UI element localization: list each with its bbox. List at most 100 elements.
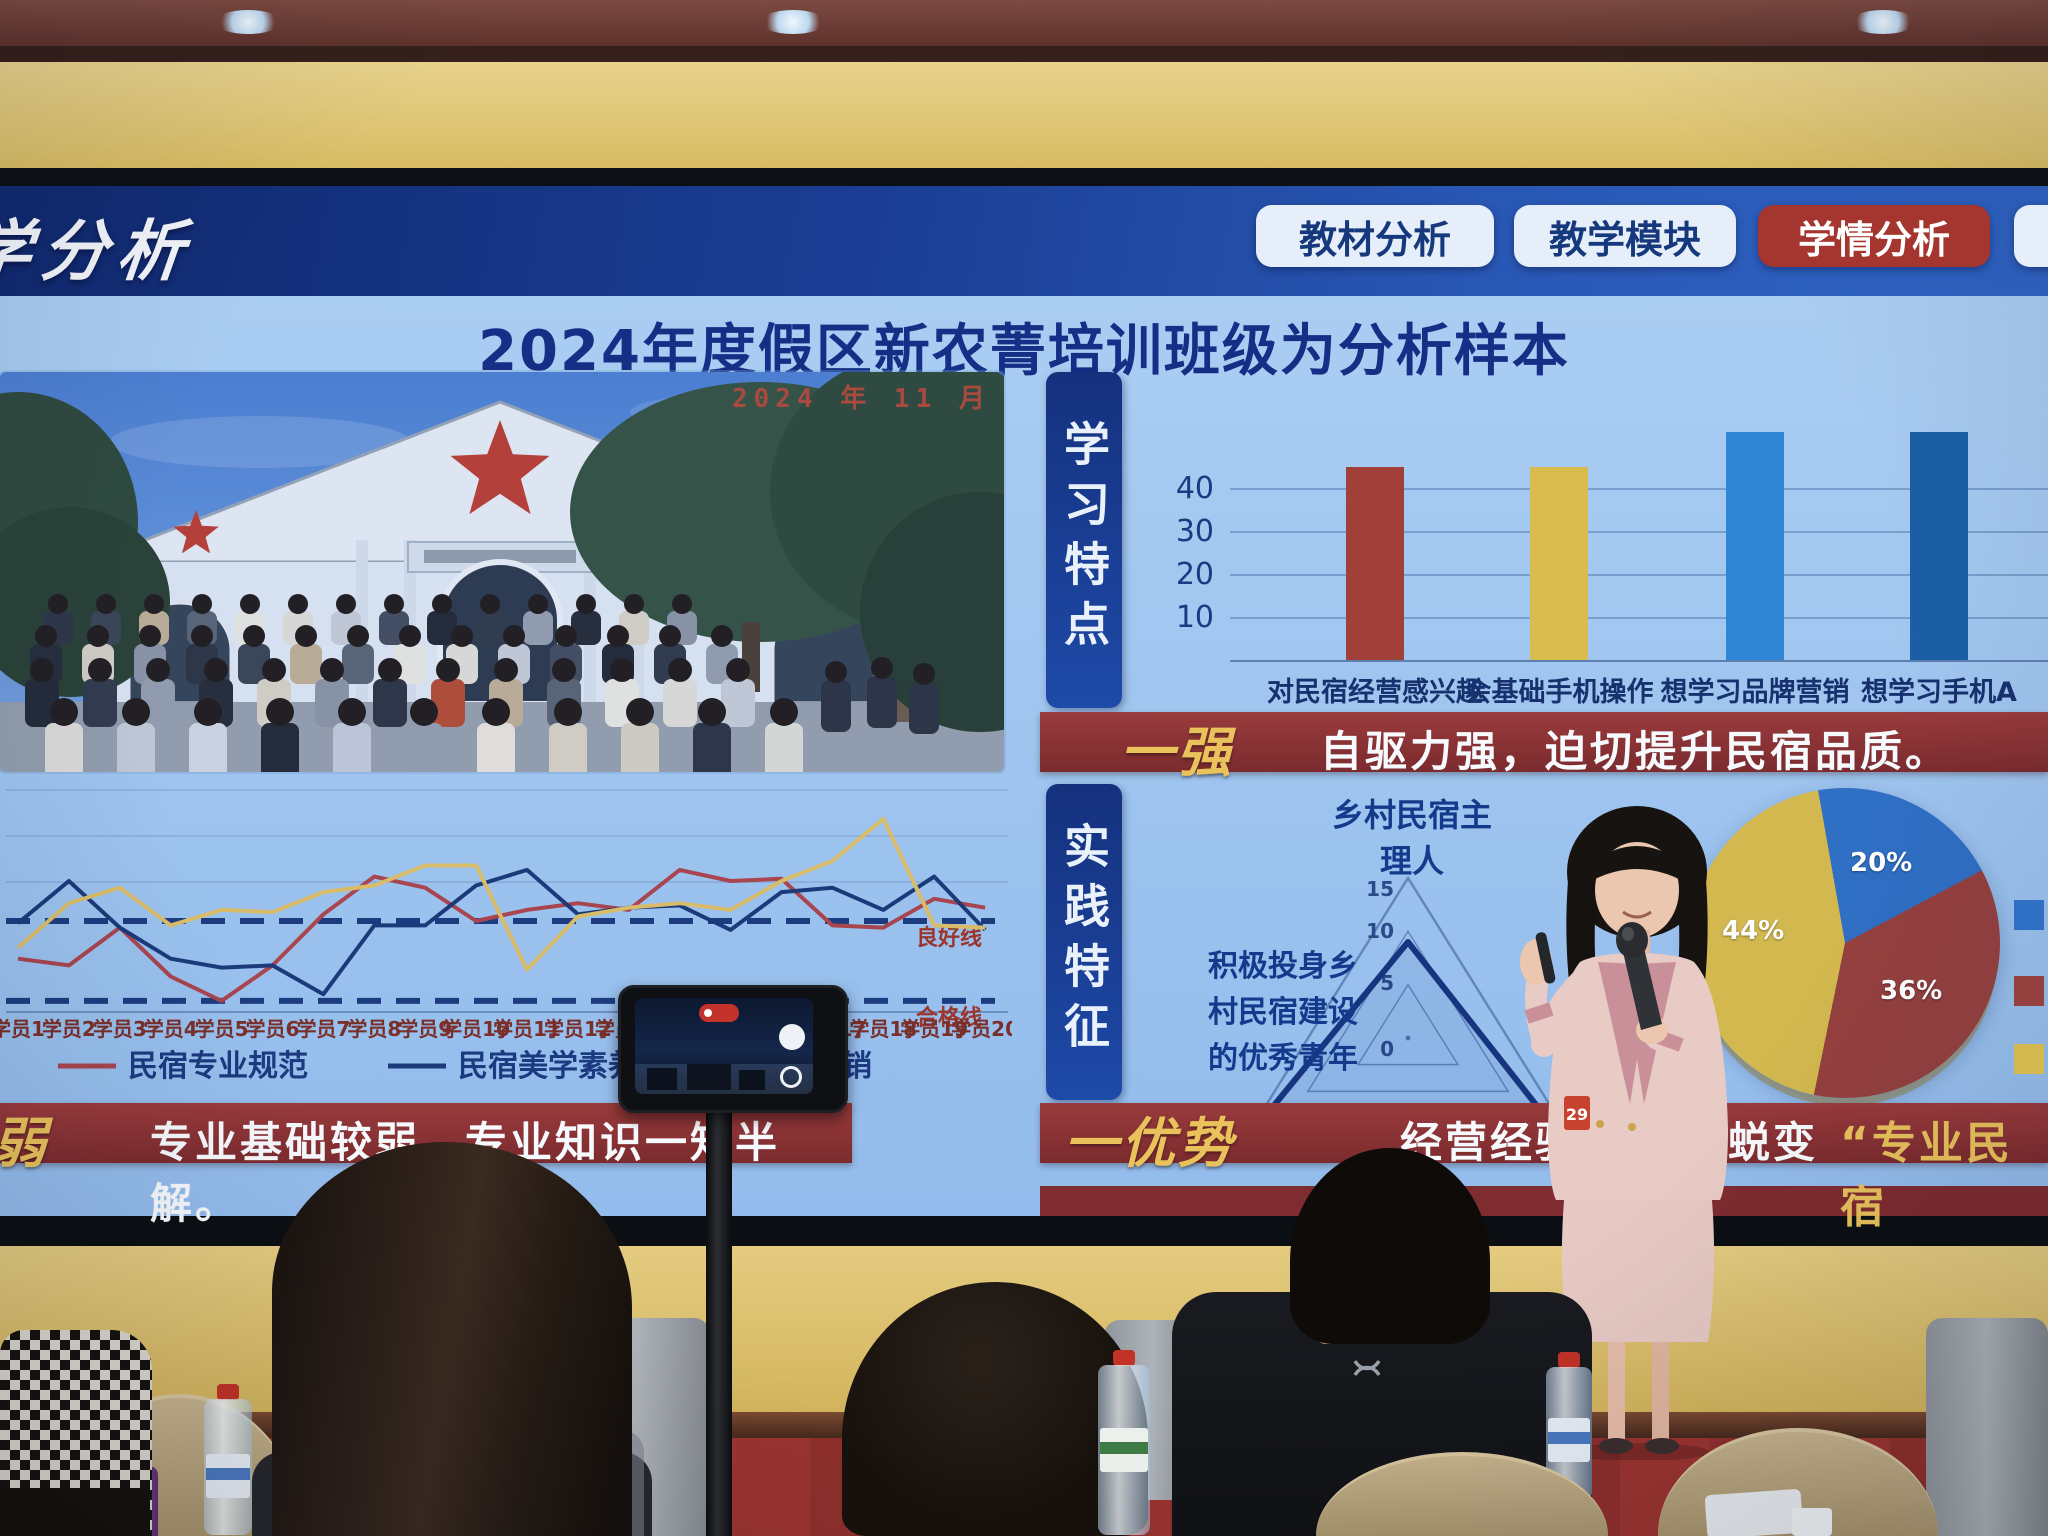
line-x-label: 学员20 [951, 1017, 1012, 1041]
radar-axis-top-line1: 乡村民宿主 [1331, 796, 1492, 834]
presenter-blazer [1548, 953, 1728, 1200]
line-x-label: 学员19 [900, 1017, 968, 1041]
banner-weak-tag: 弱 [0, 1099, 49, 1178]
gray-chair [1926, 1318, 2048, 1536]
presenter-badge-number: 29 [1566, 1105, 1588, 1124]
bar-gridline [1230, 574, 2048, 576]
building-plaque [424, 550, 576, 563]
pie-legend-square [2014, 1044, 2044, 1074]
ceiling-light [215, 10, 281, 34]
line-x-label: 学员7 [296, 1017, 350, 1041]
reference-line-label: 良好线 [916, 925, 982, 951]
presenter-bangs [1593, 846, 1681, 880]
bar-gridline [1230, 531, 2048, 533]
radar-left-line2: 村民宿建设 [1208, 995, 1358, 1030]
presenter-microphone [1623, 948, 1662, 1030]
line-legend-label: 民宿美学素养 [458, 1049, 638, 1084]
ua-logo [1353, 1359, 1381, 1377]
side-label-study: 学习特点 [1046, 372, 1122, 708]
radar-ring-tick: 0 [1380, 1037, 1394, 1061]
line-x-label: 学员6 [246, 1017, 300, 1041]
photo-date-stamp: 2024 年 11 月 [732, 384, 991, 414]
banner-strong: 一强 自驱力强，迫切提升民宿品质。 [1040, 712, 2048, 784]
pie-chart: 20% 36% 44% [1690, 788, 2000, 1098]
tripod-pole [706, 1095, 732, 1536]
name-card [1704, 1488, 1804, 1536]
banner-advantage: 一优势 经营经验 蜕变 “专业民宿 [1040, 1103, 2048, 1233]
banner-strong-text: 自驱力强，迫切提升民宿品质。 [1320, 727, 1951, 776]
line-x-label: 学员18 [849, 1017, 917, 1041]
water-bottle [1098, 1350, 1150, 1536]
record-button [779, 1024, 805, 1050]
pie-slice-label: 36% [1880, 976, 1943, 1006]
ceiling [0, 0, 2048, 46]
screen-bezel-top [0, 168, 2048, 186]
bar-会基础手机操作 [1530, 466, 1588, 660]
ceiling-trim [0, 46, 2048, 62]
slide-footer-strip [1040, 1186, 2048, 1216]
slide-header-band [0, 186, 2048, 296]
radar-axis-top-line2: 理人 [1379, 842, 1444, 880]
line-x-label: 学员3 [93, 1017, 147, 1041]
line-legend-label: 民宿专业规范 [128, 1049, 308, 1084]
slide-tab-学情分析: 学情分析 [1758, 205, 1990, 267]
audience-head-back [842, 1282, 1148, 1536]
bar-ytick: 40 [1175, 471, 1214, 506]
paper-cup [1792, 1508, 1832, 1536]
bar-ytick: 10 [1175, 600, 1214, 635]
bar-chart: 10 20 30 40 对民宿经营感兴趣 会基础手机操作 想学习品牌营销 想学习手机A [1150, 392, 2048, 708]
line-x-label: 学员5 [195, 1017, 249, 1041]
slide-tab-教材分析: 教材分析 [1256, 205, 1494, 267]
pie-slice-label: 20% [1850, 848, 1913, 878]
line-x-label: 学员10 [442, 1017, 510, 1041]
audience-man-head [1290, 1148, 1490, 1344]
bar-想学习手机A [1910, 432, 1968, 660]
slide-tab-partial [2014, 205, 2048, 267]
water-bottle [204, 1384, 252, 1536]
radar-ring-tick: 10 [1366, 919, 1394, 943]
crowd [25, 594, 939, 772]
bar-ytick: 30 [1175, 514, 1214, 549]
radar-axis-left-label: 积极投身乡 村民宿建设 的优秀青年 [1208, 944, 1368, 1082]
bar-想学习品牌营销 [1726, 432, 1784, 660]
recording-phone [618, 985, 848, 1113]
group-photo [0, 372, 1004, 772]
banner-advantage-text-r2: “专业民宿 [1840, 1118, 2013, 1233]
ceiling-light [760, 10, 826, 34]
bar-对民宿经营感兴趣 [1346, 466, 1404, 660]
pie-slice-label: 44% [1722, 916, 1785, 946]
bar-ytick: 20 [1175, 557, 1214, 592]
bar-gridline [1230, 617, 2048, 619]
line-x-label: 学员11 [493, 1017, 561, 1041]
radar-left-line1: 积极投身乡 [1208, 949, 1358, 984]
audience-arm [0, 1488, 150, 1536]
wall-above-screen [0, 62, 2048, 168]
pie-legend-square [2014, 976, 2044, 1006]
radar-ring-tick: 15 [1366, 877, 1394, 901]
bar-gridline [1230, 488, 2048, 490]
bar-category-label: 对民宿经营感兴趣 [1267, 677, 1483, 708]
banner-advantage-text-r1: 蜕变 [1728, 1118, 1819, 1167]
pie-legend-square [2014, 900, 2044, 930]
bar-category-label: 会基础手机操作 [1464, 677, 1654, 708]
radar-left-line3: 的优秀青年 [1208, 1041, 1358, 1076]
line-x-label: 学员2 [42, 1017, 96, 1041]
line-x-label: 学员12 [544, 1017, 612, 1041]
line-x-label: 学员9 [398, 1017, 452, 1041]
presenter-skirt [1561, 1200, 1715, 1342]
trees [0, 372, 1004, 732]
bar-category-label: 想学习手机A [1861, 677, 2017, 708]
reference-line-label: 合格线 [916, 1005, 982, 1031]
slide-tab-教学模块: 教学模块 [1514, 205, 1736, 267]
line-x-label: 学员4 [144, 1017, 198, 1041]
slide-header-title-partial: 学分析 [0, 213, 198, 290]
bar-category-label: 想学习品牌营销 [1660, 677, 1850, 708]
secondary-button [780, 1066, 802, 1088]
radar-axis-top-label: 乡村民宿主 理人 [1322, 792, 1502, 884]
presenter: 29 [1520, 806, 1728, 1460]
presenter-leg [1652, 1342, 1669, 1440]
presenter-leg [1608, 1342, 1625, 1440]
presenter-number-badge [1564, 1096, 1590, 1130]
line-x-label: 学员8 [347, 1017, 401, 1041]
